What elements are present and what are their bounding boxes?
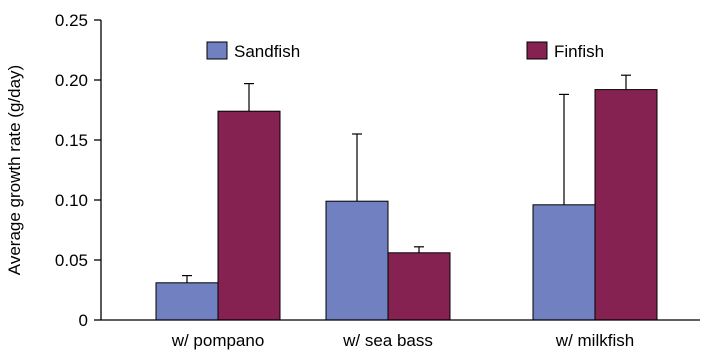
- y-tick-label: 0.05: [55, 251, 88, 270]
- bar-sandfish-1: [155, 282, 219, 321]
- bar-sandfish-2: [325, 200, 389, 321]
- bar-finfish-3: [594, 89, 658, 321]
- x-tick-label: w/ pompano: [171, 331, 265, 350]
- legend: Sandfish Finfish: [206, 41, 604, 61]
- y-tick-label: 0.20: [55, 71, 88, 90]
- legend-swatch-finfish: [526, 41, 548, 60]
- error-bars-layer: [182, 74, 631, 283]
- y-tick-label: 0: [79, 311, 88, 330]
- bar-finfish-1: [217, 110, 281, 321]
- y-tick-label: 0.10: [55, 191, 88, 210]
- y-tick-label: 0.25: [55, 11, 88, 30]
- x-tick-label: w/ sea bass: [342, 331, 433, 350]
- y-ticks: 0 0.05 0.10 0.15 0.20 0.25: [55, 11, 101, 330]
- legend-label-finfish: Finfish: [554, 42, 604, 61]
- legend-label-sandfish: Sandfish: [234, 42, 300, 61]
- legend-swatch-sandfish: [206, 41, 228, 60]
- y-tick-label: 0.15: [55, 131, 88, 150]
- y-axis-title: Average growth rate (g/day): [5, 65, 24, 275]
- bar-finfish-2: [387, 252, 451, 321]
- x-tick-label: w/ milkfish: [555, 331, 634, 350]
- bar-sandfish-3: [532, 204, 596, 321]
- bars-layer: [155, 89, 658, 321]
- x-ticks: w/ pompano w/ sea bass w/ milkfish: [171, 331, 635, 350]
